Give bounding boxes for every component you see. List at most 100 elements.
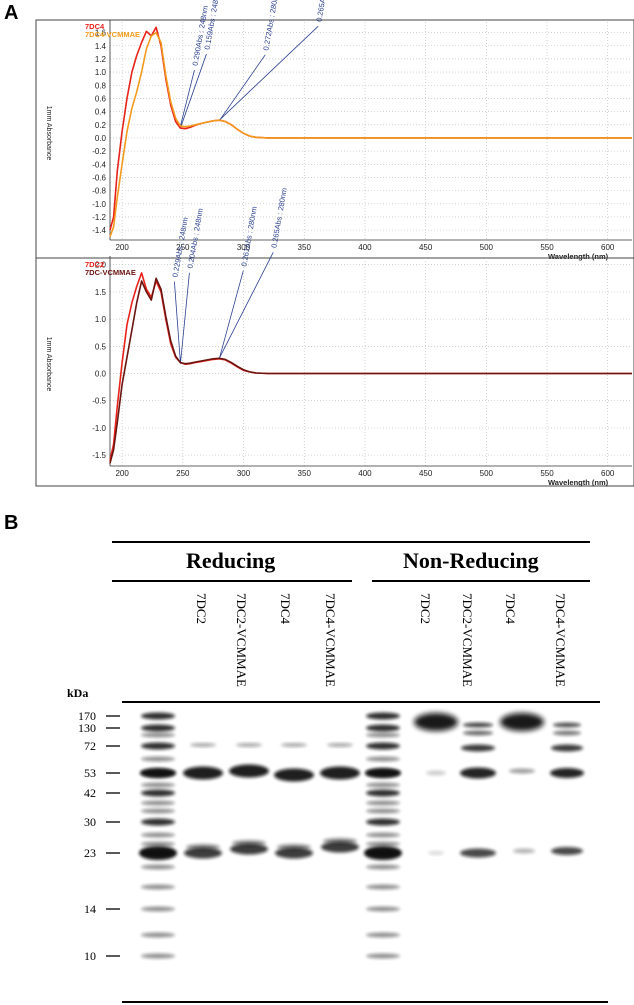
gel-band [141,724,175,732]
gel-header-rule-reducing [112,580,352,582]
gel-band [426,770,446,776]
gel-band [463,722,493,728]
x-tick-label: 350 [298,243,312,252]
x-tick-label: 550 [540,469,554,478]
gel-band [236,743,262,747]
y-tick-label: 1.0 [95,315,107,324]
gel-band [184,847,222,859]
y-tick-label: -1.0 [92,424,106,433]
gel-band [414,713,458,731]
x-axis-title: Wavelength (nm) [548,252,609,261]
y-tick-label: -1.2 [92,213,106,222]
marker-label: 30 [84,815,96,829]
lane-label: 7DC2 [194,593,209,624]
gel-header-rule-top [112,541,590,543]
gel-band [366,953,400,959]
gel-panel: 7DC2 7DC2-VCMMAE 7DC4 7DC4-VCMMAE 7DC2 7DC2-V… [67,593,608,1003]
gel-band [366,818,400,826]
y-tick-label: 0.6 [95,94,107,103]
annotation-leader [218,25,319,121]
gel-band [551,847,583,855]
gel-band [141,742,175,750]
gel-band [229,764,269,778]
series-line [109,277,632,464]
gel-band [461,744,495,752]
gel-band [141,800,175,806]
lane-label: 7DC4 [503,593,518,625]
gel-band [366,932,400,938]
gel-band [141,789,175,797]
y-axis-title: 1mm Absorbance [45,337,52,392]
y-tick-label: -1.5 [92,451,106,460]
legend-entry: 7DC2 [85,260,104,269]
gel-band [141,953,175,959]
marker-label: 130 [78,721,96,735]
x-tick-label: 400 [358,243,372,252]
annotation-label: 0.265Abs : 280nm [269,187,288,249]
y-axis-title: 1mm Absorbance [45,106,52,161]
lane-label: 7DC2 [418,593,433,624]
gel-band [323,838,357,844]
y-tick-label: -0.4 [92,160,106,169]
gel-band [275,847,313,859]
legend-entry: 7DC-VCMMAE [85,268,136,277]
kda-unit-label: kDa [67,686,88,700]
x-axis-title: Wavelength (nm) [548,478,609,487]
y-tick-label: -1.4 [92,226,106,235]
gel-band [366,782,400,788]
annotation-leader [218,252,274,359]
x-tick-label: 200 [115,469,129,478]
y-tick-label: 0.0 [95,370,107,379]
gel-band [366,800,400,806]
y-tick-label: 0.8 [95,81,107,90]
lane-label: 7DC2-VCMMAE [234,593,249,687]
gel-band [230,843,268,855]
y-tick-label: 1.2 [95,55,107,64]
gel-band [460,767,496,779]
y-tick-label: 1.5 [95,288,107,297]
x-tick-label: 250 [176,469,190,478]
gel-band [366,732,400,738]
gel-band [364,846,402,860]
gel-band [500,713,544,731]
y-tick-label: 1.6 [95,29,107,38]
y-tick-label: 0.5 [95,342,107,351]
annotation-label: 0.272Abs : 280nm [261,0,280,51]
x-tick-label: 600 [601,243,615,252]
marker-label: 72 [84,739,96,753]
gel-band [366,724,400,732]
gel-band [139,846,177,860]
gel-band [460,848,496,858]
gel-band [366,742,400,750]
gel-band [366,789,400,797]
gel-band [141,832,175,838]
x-tick-label: 550 [540,243,554,252]
x-tick-label: 500 [480,243,494,252]
x-tick-label: 200 [115,243,129,252]
x-tick-label: 250 [176,243,190,252]
gel-band [141,712,175,720]
marker-label: 53 [84,766,96,780]
gel-band [141,932,175,938]
gel-band [550,768,584,778]
gel-band [277,844,311,850]
gel-band [553,730,581,736]
y-tick-label: -0.8 [92,187,106,196]
gel-band [513,848,535,854]
gel-band [320,766,360,780]
y-tick-label: 2.0 [95,261,107,270]
y-tick-label: 1.4 [95,42,107,51]
gel-band [232,840,266,846]
gel-band [553,722,581,728]
x-tick-label: 400 [358,469,372,478]
lane-label: 7DC2-VCMMAE [460,593,475,687]
gel-band [366,712,400,720]
marker-label: 23 [84,846,96,860]
gel-band [366,864,400,870]
gel-band [183,766,223,780]
gel-band [186,844,220,850]
gel-top-rule [122,701,600,703]
y-tick-label: 0.2 [95,121,107,130]
annotation-leader [218,54,266,122]
x-tick-label: 600 [601,469,615,478]
